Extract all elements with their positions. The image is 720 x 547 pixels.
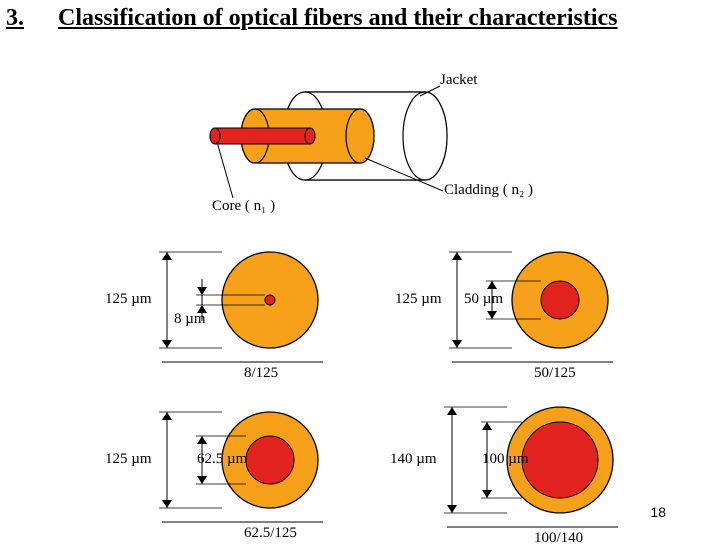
outer-diameter-label: 125 µm [105, 291, 152, 308]
inner-diameter-label: 8 µm [174, 311, 206, 328]
outer-diameter-label: 125 µm [395, 291, 442, 308]
outer-diameter-label: 140 µm [390, 451, 437, 468]
outer-diameter-label: 125 µm [105, 451, 152, 468]
diagram-area: Jacket Cladding ( n₂ ) Core ( n₁ ) 125 µ… [0, 0, 720, 540]
ratio-label: 100/140 [534, 530, 583, 547]
inner-diameter-label: 50 µm [464, 291, 503, 308]
inner-diameter-label: 100 µm [482, 451, 529, 468]
ratio-label: 8/125 [244, 365, 278, 382]
ratio-label: 62.5/125 [244, 525, 297, 542]
inner-diameter-label: 62.5 µm [197, 451, 247, 468]
ratio-label: 50/125 [534, 365, 576, 382]
